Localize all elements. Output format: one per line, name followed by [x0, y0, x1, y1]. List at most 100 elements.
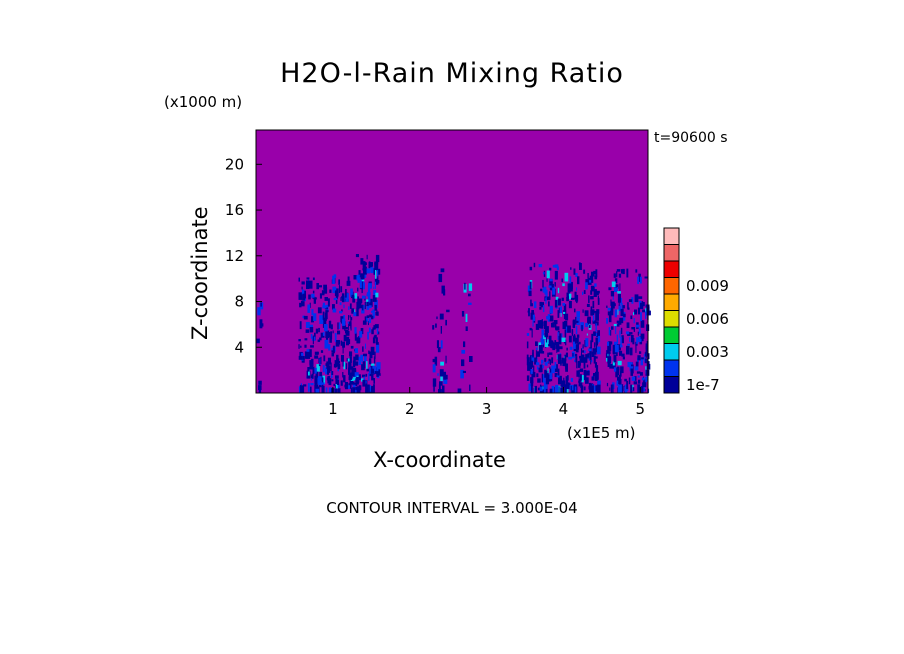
rain-cell [579, 358, 581, 366]
rain-cell [542, 279, 544, 288]
rain-cell [333, 274, 337, 278]
rain-cell [325, 310, 329, 313]
rain-cell [346, 280, 351, 286]
rain-cell [432, 364, 436, 373]
rain-cell [612, 384, 614, 393]
rain-cell [606, 305, 608, 308]
rain-cell [614, 345, 619, 353]
rain-cell [298, 339, 301, 342]
rain-cell [354, 293, 358, 299]
rain-cell [622, 356, 625, 360]
rain-cell [366, 368, 370, 372]
rain-cell [439, 369, 444, 377]
rain-cell [533, 301, 537, 309]
rain-cell [594, 283, 597, 287]
rain-cell [339, 311, 343, 314]
rain-cell [535, 341, 538, 346]
rain-cell [353, 382, 358, 387]
rain-cell [645, 311, 647, 319]
rain-cell [630, 335, 634, 343]
rain-cell [357, 301, 362, 308]
rain-cell [626, 322, 630, 328]
rain-cell [356, 386, 361, 393]
rain-cell [554, 373, 558, 378]
rain-cell [318, 327, 320, 333]
rain-cell [554, 299, 558, 308]
rain-cell [538, 345, 543, 354]
rain-cell [325, 387, 328, 393]
rain-cell [637, 276, 640, 285]
rain-cell [557, 368, 560, 376]
rain-cell [351, 294, 355, 298]
rain-cell [532, 349, 534, 358]
rain-cell [338, 285, 340, 293]
rain-cell [356, 337, 361, 343]
rain-cell [537, 320, 542, 328]
rain-cell [318, 376, 322, 386]
rain-cell [631, 327, 635, 330]
rain-cell [345, 363, 348, 370]
rain-cell [330, 331, 333, 340]
rain-cell [549, 315, 554, 322]
rain-cell [619, 317, 624, 324]
rain-cell [542, 344, 544, 348]
rain-cell [558, 307, 560, 314]
rain-cell [630, 367, 633, 376]
rain-cell [544, 339, 549, 348]
rain-cell [557, 331, 559, 340]
rain-cell [573, 268, 576, 275]
rain-cell [591, 333, 594, 343]
rain-cell [375, 270, 377, 279]
rain-cell [363, 353, 367, 357]
rain-cell [573, 334, 576, 339]
rain-cell [631, 384, 634, 391]
rain-cell [352, 381, 355, 386]
rain-cell [469, 356, 473, 362]
rain-cell [306, 277, 310, 280]
rain-cell [640, 320, 645, 328]
rain-cell [258, 380, 262, 385]
rain-cell [350, 378, 354, 381]
rain-cell [568, 293, 572, 300]
rain-cell [633, 381, 638, 385]
x-tick-label: 2 [405, 400, 415, 418]
rain-cell [349, 377, 354, 385]
x-tick-label: 1 [328, 400, 338, 418]
rain-cell [597, 297, 600, 305]
rain-cell [333, 383, 335, 387]
rain-cell [626, 345, 630, 355]
rain-cell [437, 347, 441, 353]
rain-cell [593, 310, 598, 313]
rain-cell [630, 384, 633, 393]
rain-cell [374, 324, 379, 329]
rain-cell [369, 358, 372, 365]
rain-cell [548, 340, 553, 346]
rain-cell [348, 372, 353, 380]
rain-cell [567, 296, 569, 301]
rain-cell [587, 322, 591, 326]
rain-cell [319, 293, 322, 299]
rain-cell [642, 309, 646, 313]
rain-cell [360, 273, 365, 280]
rain-cell [332, 330, 334, 334]
rain-cell [334, 345, 336, 352]
rain-cell [590, 285, 595, 292]
rain-cell [613, 355, 617, 363]
rain-cell [613, 367, 617, 372]
rain-cell [536, 351, 540, 357]
rain-cell [310, 329, 313, 333]
rain-cell [316, 283, 319, 290]
rain-cell [538, 325, 541, 328]
rain-cell [611, 301, 615, 309]
rain-cell [374, 334, 377, 339]
rain-cell [567, 283, 571, 293]
rain-cell [468, 283, 473, 291]
rain-cell [640, 386, 643, 389]
rain-cell [334, 388, 338, 393]
rain-cell [639, 351, 642, 354]
rain-cell [641, 377, 645, 381]
rain-cell [555, 384, 559, 393]
rain-cell [317, 339, 321, 342]
rain-cell [610, 330, 612, 336]
rain-cell [538, 367, 541, 373]
